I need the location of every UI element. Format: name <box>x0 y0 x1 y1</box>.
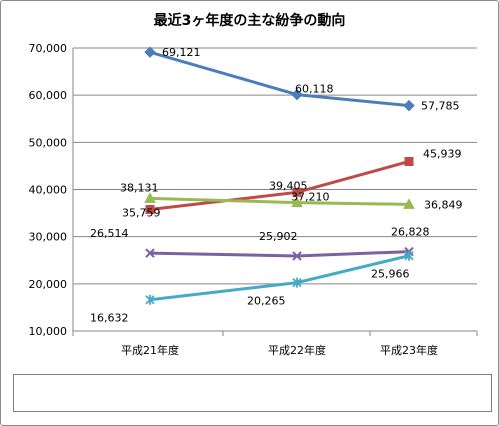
data-point <box>144 192 156 203</box>
y-tick-label: 60,000 <box>29 89 68 102</box>
data-label: 39,405 <box>269 179 308 192</box>
x-tick-label: 平成22年度 <box>268 343 326 357</box>
data-label: 57,785 <box>421 100 460 113</box>
data-point <box>291 88 303 101</box>
data-point <box>291 196 303 208</box>
data-label: 35,759 <box>122 207 161 220</box>
y-tick-label: 30,000 <box>29 231 68 244</box>
chart-legend <box>13 374 492 412</box>
data-label: 36,849 <box>424 198 463 211</box>
data-point <box>404 250 414 261</box>
data-label: 69,121 <box>162 46 201 59</box>
data-label: 45,939 <box>423 147 462 160</box>
data-label: 20,265 <box>247 295 286 308</box>
data-point <box>403 99 415 112</box>
data-label: 16,632 <box>90 312 129 325</box>
y-tick-label: 70,000 <box>29 42 68 55</box>
data-point <box>145 205 155 215</box>
y-tick-label: 50,000 <box>29 136 68 149</box>
data-point <box>292 251 302 261</box>
data-label: 37,210 <box>291 191 330 204</box>
x-tick-label: 平成21年度 <box>121 343 179 357</box>
chart-title: 最近3ヶ年度の主な紛争の動向 <box>153 13 346 29</box>
y-tick-label: 20,000 <box>29 278 68 291</box>
data-point <box>145 294 155 305</box>
y-tick-label: 10,000 <box>29 325 68 338</box>
data-point <box>144 46 156 58</box>
data-point <box>404 156 414 166</box>
y-tick-label: 40,000 <box>29 184 68 197</box>
data-label: 26,514 <box>90 227 129 240</box>
data-point <box>292 277 302 288</box>
x-tick-label: 平成23年度 <box>380 343 438 357</box>
data-point <box>403 198 415 209</box>
series-line <box>149 50 410 108</box>
data-label: 60,118 <box>295 83 334 96</box>
data-label: 26,828 <box>391 226 430 239</box>
data-label: 38,131 <box>120 181 159 194</box>
data-label: 25,902 <box>259 230 298 243</box>
series-line <box>149 250 410 258</box>
data-label: 25,966 <box>371 268 410 281</box>
data-point <box>292 187 302 197</box>
data-point <box>145 248 155 258</box>
